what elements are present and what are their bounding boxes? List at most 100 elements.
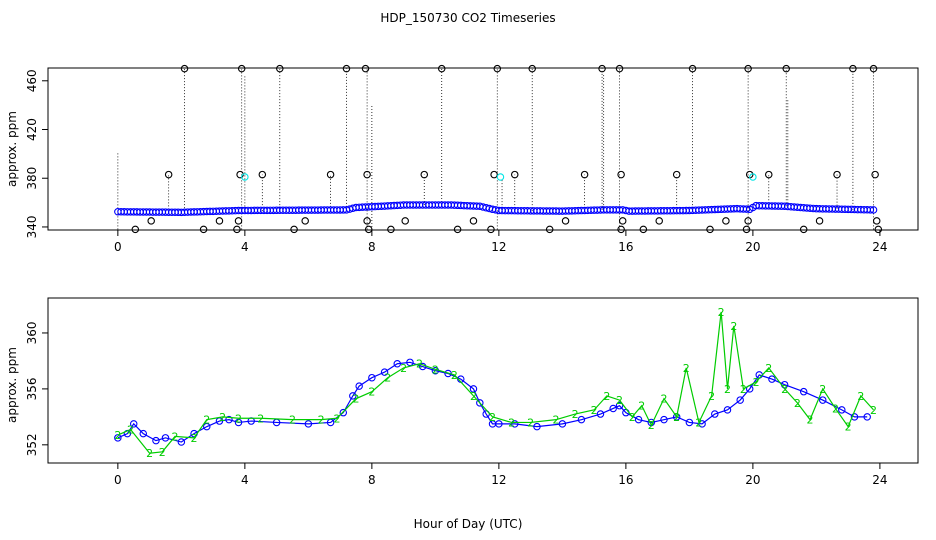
top-black-point-27: [765, 170, 773, 179]
bottom-blue-point-16: [339, 408, 348, 417]
bottom-green-point-6: 2: [203, 414, 210, 427]
top-plot-frame: [47, 67, 919, 231]
bottom-green-point-47: 2: [832, 402, 839, 415]
top-x-tick-label-6: 24: [872, 240, 887, 254]
bottom-green-point-46: 2: [819, 383, 826, 396]
bottom-blue-point-6: [177, 438, 186, 446]
top-black-point-5: [437, 64, 446, 73]
bottom-green-point-31: 2: [648, 419, 655, 432]
bottom-blue-point-35: [577, 415, 586, 424]
top-x-tick-label-0: 0: [114, 240, 122, 254]
top-black-point-46: [233, 225, 241, 234]
top-black-point-13: [849, 64, 857, 73]
bottom-green-point-41: 2: [753, 376, 760, 389]
bottom-blue-point-34: [558, 420, 567, 428]
bottom-blue-point-38: [615, 401, 624, 410]
top-black-point-21: [490, 170, 498, 179]
bottom-blue-point-37: [609, 404, 617, 413]
top-y-tick-label-3: 460: [25, 69, 39, 92]
bottom-blue-point-14: [304, 420, 313, 428]
top-black-point-33: [301, 217, 309, 225]
bottom-blue-point-33: [533, 422, 541, 431]
bottom-blue-point-56: [850, 413, 859, 421]
top-y-tick-label-0: 340: [25, 216, 39, 239]
bottom-green-point-8: 2: [235, 412, 242, 425]
top-black-point-28: [833, 170, 841, 179]
bottom-blue-point-5: [161, 434, 170, 442]
bottom-green-point-43: 2: [781, 383, 788, 396]
bottom-green-point-16: 2: [400, 362, 407, 375]
top-ylabel: approx. ppm: [5, 111, 19, 187]
top-black-point-54: [639, 225, 648, 234]
bottom-blue-point-4: [152, 436, 160, 445]
figure-title: HDP_150730 CO2 Timeseries: [380, 11, 555, 25]
top-black-point-45: [199, 225, 208, 234]
bottom-green-point-44: 2: [794, 397, 801, 410]
bottom-blue-point-32: [511, 420, 519, 428]
bottom-green-point-32: 2: [660, 393, 667, 406]
bottom-x-tick-label-4: 16: [618, 473, 633, 487]
bottom-green-point-35: 2: [695, 416, 702, 429]
top-black-point-43: [872, 217, 881, 225]
bottom-series-green-line: [117, 311, 874, 454]
top-panel: approx. ppm 0 4 8 12 16 20 24 340 380 420 460: [5, 64, 919, 254]
bottom-green-point-21: 2: [489, 411, 496, 424]
bottom-green-point-22: 2: [508, 416, 515, 429]
top-black-point-0: [180, 64, 189, 73]
bottom-plot-frame: [47, 297, 919, 464]
top-black-point-56: [742, 225, 751, 234]
top-black-point-24: [617, 170, 625, 179]
bottom-blue-point-36: [596, 410, 605, 418]
bottom-blue-point-42: [660, 415, 668, 424]
bottom-x-tick-label-5: 20: [745, 473, 760, 487]
bottom-green-point-30: 2: [638, 400, 645, 413]
bottom-blue-point-3: [139, 429, 148, 438]
bottom-green-point-26: 2: [591, 404, 598, 417]
bottom-x-tick-label-0: 0: [114, 473, 122, 487]
bottom-green-point-2: 2: [146, 447, 153, 460]
bottom-green-point-45: 2: [807, 414, 814, 427]
top-black-point-37: [561, 217, 570, 225]
bottom-green-point-29: 2: [629, 411, 636, 424]
bottom-y-tick-label-0: 352: [25, 433, 39, 456]
top-black-point-30: [147, 217, 155, 225]
bottom-blue-point-28: [476, 399, 484, 407]
bottom-green-point-38: 2: [724, 383, 731, 396]
bottom-blue-point-55: [838, 406, 846, 414]
bottom-green-point-0: 2: [114, 429, 121, 442]
bottom-blue-point-43: [672, 413, 681, 421]
top-black-point-6: [493, 64, 502, 73]
top-cyan-point-2: [749, 173, 757, 181]
top-black-point-58: [874, 225, 883, 234]
top-black-point-32: [234, 217, 243, 225]
bottom-green-point-4: 2: [172, 430, 179, 443]
bottom-green-point-10: 2: [289, 414, 296, 427]
top-black-point-44: [131, 225, 140, 234]
top-black-point-22: [511, 170, 519, 179]
bottom-green-point-37: 2: [718, 306, 725, 319]
top-blue-point-238: [869, 206, 878, 214]
top-black-point-12: [782, 64, 790, 73]
top-black-point-7: [528, 64, 536, 73]
top-blue-point-237: [866, 206, 875, 214]
top-data-layer: [114, 64, 883, 234]
bottom-green-point-5: 2: [191, 432, 198, 445]
top-black-point-29: [871, 170, 879, 179]
bottom-green-point-27: 2: [603, 390, 610, 403]
top-black-point-36: [469, 217, 478, 225]
top-black-point-49: [387, 225, 395, 234]
bottom-green-point-42: 2: [765, 362, 772, 375]
bottom-green-point-20: 2: [470, 390, 477, 403]
top-black-point-19: [363, 170, 371, 179]
bottom-green-point-39: 2: [730, 320, 737, 333]
bottom-blue-point-46: [711, 410, 719, 418]
top-black-point-35: [401, 217, 409, 225]
top-black-point-10: [688, 64, 697, 73]
bottom-x-tick-label-3: 12: [491, 473, 506, 487]
bottom-blue-point-27: [469, 385, 478, 393]
bottom-series-blue-line: [117, 361, 868, 443]
bottom-blue-point-44: [685, 418, 694, 427]
bottom-blue-point-8: [203, 422, 211, 431]
bottom-green-point-17: 2: [416, 358, 423, 371]
